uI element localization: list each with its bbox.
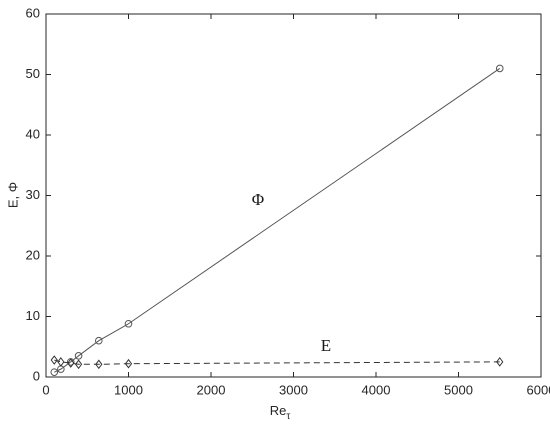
series-annotation: E bbox=[321, 336, 331, 355]
marker bbox=[57, 357, 65, 367]
y-tick-label: 0 bbox=[33, 368, 40, 383]
marker bbox=[95, 359, 103, 370]
marker bbox=[50, 355, 58, 365]
series-line bbox=[54, 68, 501, 373]
y-tick-label: 60 bbox=[26, 5, 40, 20]
series-line bbox=[54, 359, 500, 365]
marker bbox=[74, 352, 83, 360]
y-tick-label: 10 bbox=[26, 308, 40, 323]
marker bbox=[95, 336, 103, 345]
y-tick-label: 50 bbox=[26, 66, 40, 81]
x-label-main: Re bbox=[270, 403, 287, 418]
marker bbox=[74, 359, 83, 370]
x-tick-label: 5000 bbox=[444, 382, 473, 397]
x-tick-label: 1000 bbox=[114, 382, 143, 397]
marker bbox=[124, 358, 133, 369]
marker bbox=[50, 368, 59, 376]
y-tick-label: 20 bbox=[26, 247, 40, 262]
x-axis-label: Reτ bbox=[270, 403, 291, 421]
x-tick-label: 0 bbox=[42, 382, 49, 397]
x-label-subscript: τ bbox=[286, 411, 290, 422]
y-tick-label: 40 bbox=[26, 126, 40, 141]
x-tick-label: 3000 bbox=[279, 382, 308, 397]
plot-frame bbox=[45, 13, 542, 378]
series-annotation: Φ bbox=[252, 190, 264, 209]
marker bbox=[124, 319, 133, 328]
marker bbox=[495, 64, 504, 73]
y-axis-label: E, Φ bbox=[5, 182, 20, 208]
x-tick-label: 4000 bbox=[362, 382, 391, 397]
marker bbox=[496, 357, 504, 367]
x-tick-label: 2000 bbox=[197, 382, 226, 397]
y-tick-label: 30 bbox=[26, 187, 40, 202]
marker bbox=[67, 358, 75, 368]
